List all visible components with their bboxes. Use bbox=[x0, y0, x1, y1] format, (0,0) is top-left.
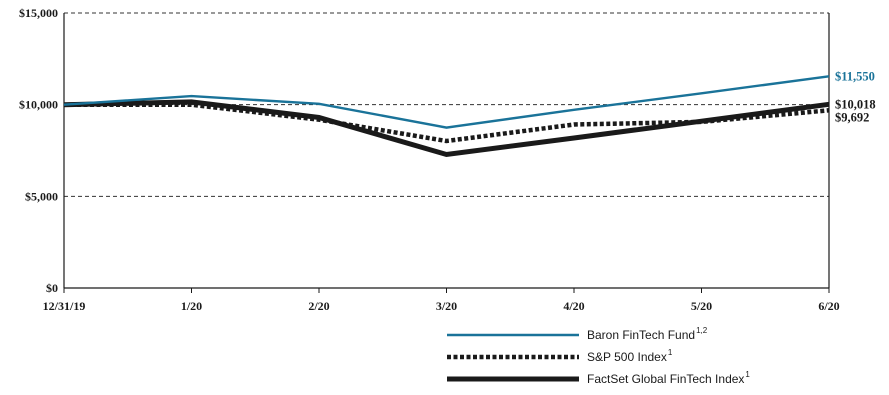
x-tick-label: 2/20 bbox=[308, 299, 329, 313]
x-tick-label: 12/31/19 bbox=[43, 299, 86, 313]
series-line-s-p-500-index bbox=[64, 102, 830, 144]
end-label-s-p-500-index: $9,692 bbox=[835, 110, 869, 124]
end-label-baron-fintech-fund: $11,550 bbox=[835, 69, 875, 83]
x-tick-label: 4/20 bbox=[563, 299, 584, 313]
x-tick-label: 1/20 bbox=[181, 299, 202, 313]
legend-footnote: 1,2 bbox=[696, 326, 708, 335]
end-label-factset-global-fintech-index: $10,018 bbox=[835, 97, 876, 111]
axes bbox=[63, 13, 830, 289]
legend-item-s-p-500-index: S&P 500 Index 1 bbox=[447, 348, 673, 364]
x-tick-label: 6/20 bbox=[818, 299, 839, 313]
x-tick-label: 5/20 bbox=[691, 299, 712, 313]
legend: Baron FinTech Fund 1,2S&P 500 Index 1FactS… bbox=[447, 326, 750, 386]
series-line-factset-global-fintech-index bbox=[63, 99, 830, 158]
legend-footnote: 1 bbox=[668, 348, 673, 357]
end-labels: $11,550 $10,018$9,692 bbox=[835, 69, 876, 124]
y-tick-label: $10,000 bbox=[19, 98, 58, 112]
series-lines bbox=[63, 75, 830, 158]
y-axis-ticks: $0 $5,000 $10,000 $15,000 bbox=[19, 6, 58, 295]
series-line-baron-fintech-fund bbox=[63, 75, 830, 129]
y-tick-label: $0 bbox=[46, 281, 58, 295]
legend-item-baron-fintech-fund: Baron FinTech Fund 1,2 bbox=[447, 326, 708, 342]
legend-footnote: 1 bbox=[745, 370, 750, 379]
legend-label: FactSet Global FinTech Index bbox=[587, 372, 744, 386]
legend-label: S&P 500 Index bbox=[587, 350, 667, 364]
x-tick-label: 3/20 bbox=[436, 299, 457, 313]
legend-item-factset-global-fintech-index: FactSet Global FinTech Index 1 bbox=[447, 370, 750, 386]
y-tick-label: $5,000 bbox=[25, 189, 58, 203]
y-tick-label: $15,000 bbox=[19, 6, 58, 20]
x-axis-ticks: 12/31/19 1/20 2/20 3/20 4/20 5/20 6/20 bbox=[43, 288, 840, 313]
legend-label: Baron FinTech Fund bbox=[587, 328, 695, 342]
